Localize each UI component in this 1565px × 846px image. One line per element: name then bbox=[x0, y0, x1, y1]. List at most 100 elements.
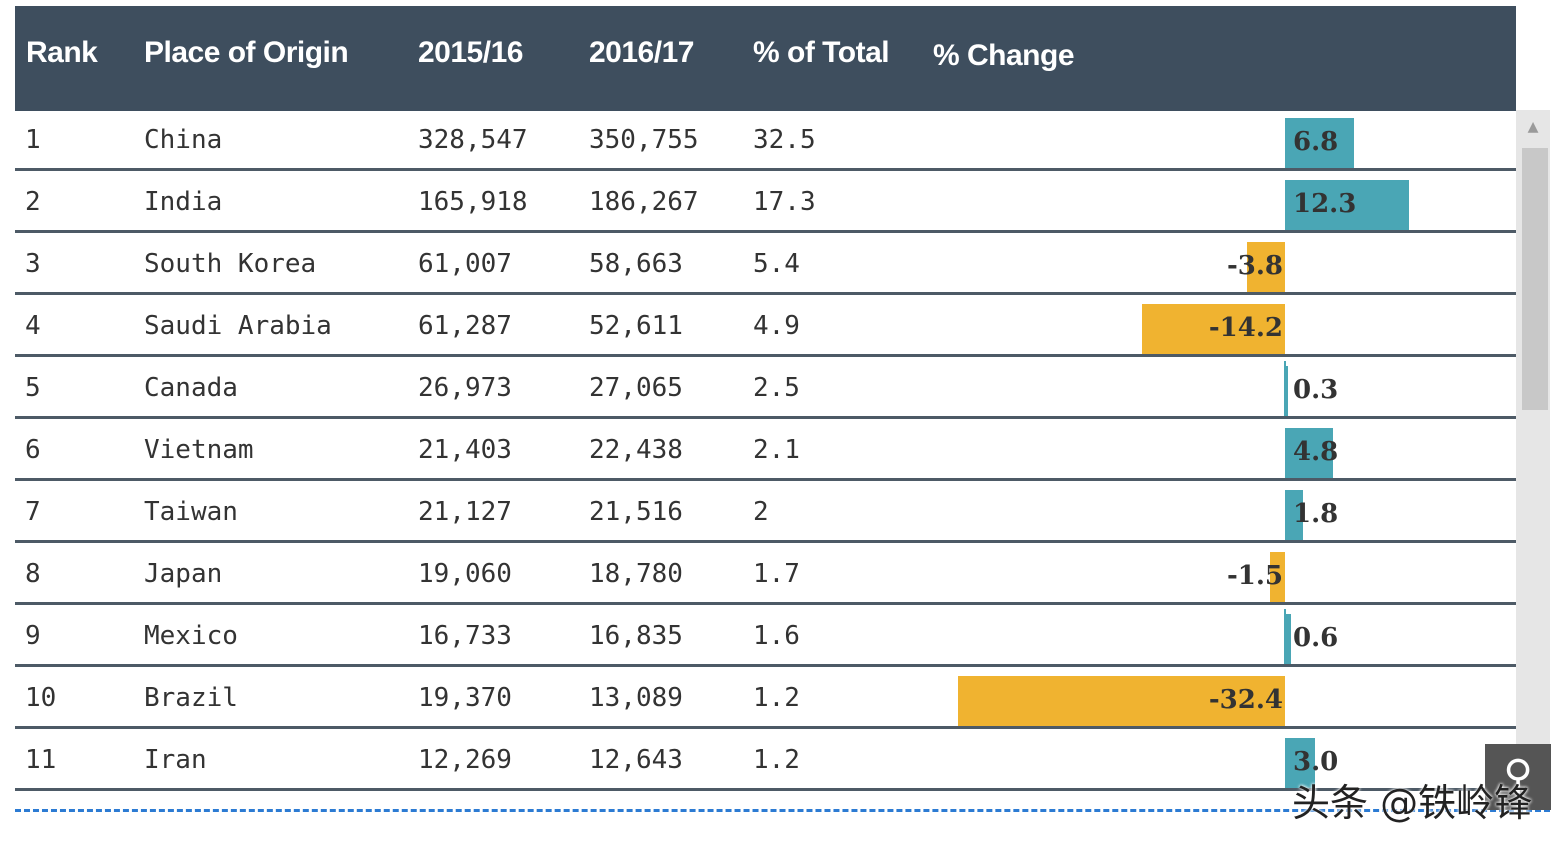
year-2015-cell: 19,060 bbox=[418, 559, 512, 589]
year-2016-cell: 27,065 bbox=[589, 373, 683, 403]
row-divider bbox=[15, 292, 1516, 295]
zero-axis-line bbox=[1284, 361, 1286, 417]
header-place-of-origin[interactable]: Place of Origin bbox=[144, 36, 349, 69]
year-2015-cell: 61,007 bbox=[418, 249, 512, 279]
change-bar bbox=[1246, 242, 1285, 292]
header-2015-16[interactable]: 2015/16 bbox=[418, 36, 523, 69]
year-2016-cell: 18,780 bbox=[589, 559, 683, 589]
percent-total-cell: 1.7 bbox=[753, 559, 800, 589]
table-row[interactable]: 5 Canada 26,973 27,065 2.5 0.3 bbox=[15, 359, 1516, 419]
year-2015-cell: 16,733 bbox=[418, 621, 512, 651]
year-2016-cell: 13,089 bbox=[589, 683, 683, 713]
origin-cell: Iran bbox=[144, 745, 207, 775]
change-value-label: -3.8 bbox=[1226, 251, 1283, 281]
table-row[interactable]: 7 Taiwan 21,127 21,516 2 1.8 bbox=[15, 483, 1516, 543]
change-bar bbox=[1141, 304, 1285, 354]
table-row[interactable]: 2 India 165,918 186,267 17.3 12.3 bbox=[15, 173, 1516, 233]
rank-cell: 1 bbox=[25, 125, 41, 155]
row-divider bbox=[15, 788, 1516, 791]
rank-cell: 3 bbox=[25, 249, 41, 279]
rank-cell: 6 bbox=[25, 435, 41, 465]
year-2015-cell: 12,269 bbox=[418, 745, 512, 775]
rank-cell: 11 bbox=[25, 745, 57, 775]
table-row[interactable]: 9 Mexico 16,733 16,835 1.6 0.6 bbox=[15, 607, 1516, 667]
row-divider bbox=[15, 664, 1516, 667]
year-2016-cell: 12,643 bbox=[589, 745, 683, 775]
percent-total-cell: 5.4 bbox=[753, 249, 800, 279]
table-row[interactable]: 8 Japan 19,060 18,780 1.7 -1.5 bbox=[15, 545, 1516, 605]
row-divider bbox=[15, 726, 1516, 729]
change-value-label: 3.0 bbox=[1293, 747, 1339, 777]
rank-cell: 4 bbox=[25, 311, 41, 341]
origin-cell: Canada bbox=[144, 373, 238, 403]
header-2016-17[interactable]: 2016/17 bbox=[589, 36, 694, 69]
year-2016-cell: 52,611 bbox=[589, 311, 683, 341]
table-row[interactable]: 3 South Korea 61,007 58,663 5.4 -3.8 bbox=[15, 235, 1516, 295]
change-bar bbox=[1269, 552, 1285, 602]
dashed-divider bbox=[15, 809, 1550, 812]
change-value-label: 6.8 bbox=[1293, 127, 1339, 157]
percent-total-cell: 1.2 bbox=[753, 683, 800, 713]
percent-total-cell: 1.6 bbox=[753, 621, 800, 651]
row-divider bbox=[15, 416, 1516, 419]
change-bar bbox=[957, 676, 1285, 726]
change-value-label: 12.3 bbox=[1293, 189, 1357, 219]
header-percent-change[interactable]: % Change bbox=[933, 39, 1075, 72]
table-row[interactable]: 6 Vietnam 21,403 22,438 2.1 4.8 bbox=[15, 421, 1516, 481]
percent-total-cell: 17.3 bbox=[753, 187, 816, 217]
percent-total-cell: 2.5 bbox=[753, 373, 800, 403]
year-2015-cell: 19,370 bbox=[418, 683, 512, 713]
scroll-up-arrow-icon[interactable]: ▲ bbox=[1527, 116, 1539, 137]
origin-cell: Brazil bbox=[144, 683, 238, 713]
origin-cell: South Korea bbox=[144, 249, 317, 279]
header-rank[interactable]: Rank bbox=[26, 36, 98, 69]
percent-total-cell: 2.1 bbox=[753, 435, 800, 465]
header-percent-of-total[interactable]: % of Total bbox=[753, 36, 890, 69]
rank-cell: 8 bbox=[25, 559, 41, 589]
change-value-label: -32.4 bbox=[1208, 685, 1283, 715]
origin-cell: China bbox=[144, 125, 223, 155]
table-row[interactable]: 11 Iran 12,269 12,643 1.2 3.0 bbox=[15, 731, 1516, 791]
origin-cell: Vietnam bbox=[144, 435, 254, 465]
row-divider bbox=[15, 602, 1516, 605]
year-2015-cell: 328,547 bbox=[418, 125, 528, 155]
year-2015-cell: 61,287 bbox=[418, 311, 512, 341]
zero-axis-line bbox=[1284, 609, 1286, 665]
rank-cell: 7 bbox=[25, 497, 41, 527]
row-divider bbox=[15, 478, 1516, 481]
change-value-label: 0.6 bbox=[1293, 623, 1339, 653]
year-2016-cell: 58,663 bbox=[589, 249, 683, 279]
change-bar bbox=[1285, 490, 1304, 540]
watermark: 头条 @铁岭锋 bbox=[1292, 781, 1533, 825]
origin-cell: India bbox=[144, 187, 223, 217]
row-divider bbox=[15, 230, 1516, 233]
row-divider bbox=[15, 354, 1516, 357]
year-2015-cell: 21,127 bbox=[418, 497, 512, 527]
percent-total-cell: 2 bbox=[753, 497, 769, 527]
change-bar bbox=[1285, 180, 1410, 230]
year-2016-cell: 16,835 bbox=[589, 621, 683, 651]
percent-total-cell: 32.5 bbox=[753, 125, 816, 155]
magnifier-icon[interactable]: ⚲ bbox=[1485, 744, 1551, 810]
change-value-label: 1.8 bbox=[1293, 499, 1339, 529]
origin-cell: Japan bbox=[144, 559, 223, 589]
table-row[interactable]: 10 Brazil 19,370 13,089 1.2 -32.4 bbox=[15, 669, 1516, 729]
table-row[interactable]: 1 China 328,547 350,755 32.5 6.8 bbox=[15, 111, 1516, 171]
scrollbar-thumb[interactable] bbox=[1522, 148, 1548, 410]
rank-cell: 10 bbox=[25, 683, 57, 713]
row-divider bbox=[15, 540, 1516, 543]
change-value-label: 4.8 bbox=[1293, 437, 1339, 467]
year-2016-cell: 21,516 bbox=[589, 497, 683, 527]
percent-total-cell: 4.9 bbox=[753, 311, 800, 341]
change-value-label: -14.2 bbox=[1208, 313, 1283, 343]
year-2016-cell: 22,438 bbox=[589, 435, 683, 465]
table-row[interactable]: 4 Saudi Arabia 61,287 52,611 4.9 -14.2 bbox=[15, 297, 1516, 357]
table-header: Rank Place of Origin 2015/16 2016/17 % o… bbox=[15, 6, 1516, 111]
year-2015-cell: 165,918 bbox=[418, 187, 528, 217]
rank-cell: 9 bbox=[25, 621, 41, 651]
rank-cell: 5 bbox=[25, 373, 41, 403]
change-bar bbox=[1285, 366, 1289, 416]
year-2016-cell: 186,267 bbox=[589, 187, 699, 217]
origin-cell: Taiwan bbox=[144, 497, 238, 527]
change-bar bbox=[1285, 118, 1354, 168]
